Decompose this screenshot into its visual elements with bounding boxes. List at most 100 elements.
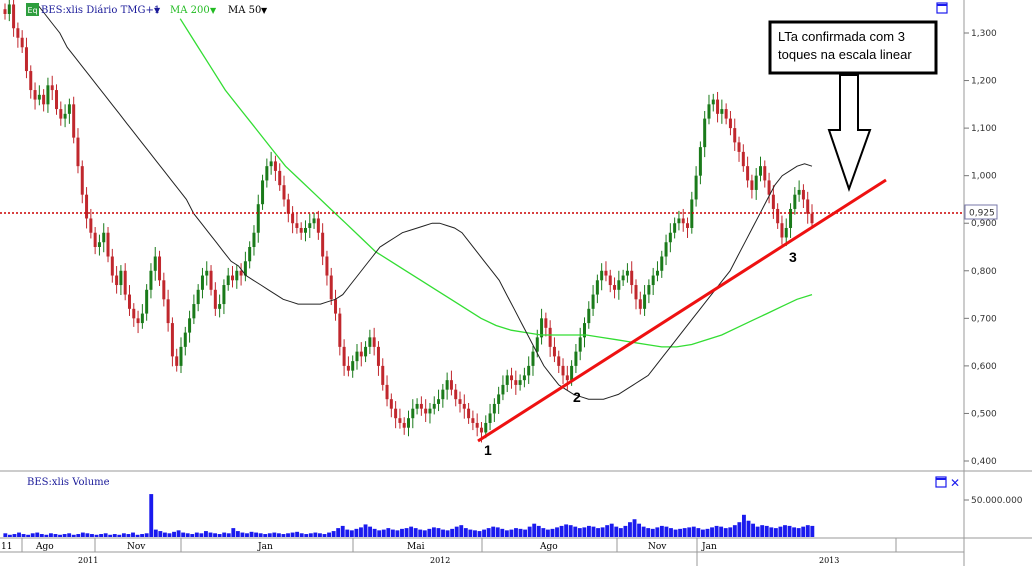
volume-bar <box>518 528 523 537</box>
volume-bar <box>377 530 382 537</box>
candle-body <box>123 270 127 295</box>
candle-body <box>235 270 239 281</box>
candle-body <box>535 337 539 352</box>
chevron-down-icon[interactable]: ▼ <box>154 6 161 15</box>
volume-bar <box>696 528 701 537</box>
symbol-legend[interactable]: BES:xlis Diário TMG+1 <box>41 5 160 16</box>
candle-body <box>694 175 698 200</box>
volume-bar <box>185 533 190 537</box>
volume-bar <box>523 529 528 537</box>
volume-bar <box>53 534 58 537</box>
candle-body <box>67 104 71 114</box>
candle-body <box>441 389 445 400</box>
volume-bar <box>158 531 163 537</box>
volume-bar <box>801 526 806 537</box>
volume-bar <box>764 525 769 537</box>
price-tick-label: 0,700 <box>971 314 997 324</box>
candle-body <box>454 389 458 400</box>
volume-bar <box>94 534 99 537</box>
volume-bar <box>413 528 418 537</box>
volume-bar <box>687 527 692 537</box>
candle-body <box>248 247 252 262</box>
chevron-down-icon[interactable]: ▼ <box>261 6 268 15</box>
candle-body <box>179 346 183 366</box>
volume-bar <box>322 534 327 537</box>
volume-legend: BES:xlis Volume <box>27 477 110 488</box>
candle-body <box>196 289 200 305</box>
close-icon[interactable]: ✕ <box>950 476 960 490</box>
candle-body <box>703 118 707 148</box>
candle-body <box>591 294 595 309</box>
volume-bar <box>792 527 797 537</box>
volume-bar <box>445 530 450 537</box>
candle-body <box>55 90 59 110</box>
candle-body <box>316 218 320 233</box>
volume-bar <box>245 533 249 537</box>
candle-body <box>647 285 651 295</box>
volume-bar <box>181 532 186 537</box>
candle-body <box>231 275 235 281</box>
callout-line-1: LTa confirmada com 3 <box>778 29 905 44</box>
volume-bar <box>317 533 322 537</box>
ma200-legend[interactable]: MA 200 <box>170 5 210 16</box>
volume-bar <box>778 526 783 537</box>
volume-bar <box>669 528 673 537</box>
candle-body <box>273 161 277 171</box>
year-label: 2013 <box>819 556 839 565</box>
candle-body <box>784 227 788 238</box>
candle-body <box>604 270 608 276</box>
candle-body <box>162 280 166 300</box>
candle-body <box>338 313 342 347</box>
volume-bar <box>62 534 67 537</box>
maximize-icon[interactable] <box>935 476 947 488</box>
candle-body <box>660 256 664 271</box>
candle-body <box>522 375 526 381</box>
volume-bar <box>454 526 459 537</box>
maximize-icon[interactable] <box>936 2 948 14</box>
volume-bar <box>144 533 149 537</box>
volume-bar <box>623 525 628 537</box>
candle-body <box>754 175 758 190</box>
candle-body <box>458 399 462 404</box>
candle-body <box>80 166 84 195</box>
volume-bar <box>386 528 391 537</box>
eq-icon[interactable] <box>26 3 39 16</box>
candle-body <box>295 223 299 228</box>
volume-bar <box>459 525 464 537</box>
ma200-line <box>179 18 813 348</box>
candle-body <box>415 403 419 409</box>
volume-bar <box>646 528 651 537</box>
volume-bar <box>450 528 455 537</box>
volume-bar <box>504 530 509 537</box>
candle-body <box>76 137 80 167</box>
candle-body <box>355 351 359 362</box>
month-label: Nov <box>648 542 667 552</box>
volume-bar <box>331 531 336 537</box>
chevron-down-icon[interactable]: ▼ <box>210 6 217 15</box>
candle-body <box>621 275 625 281</box>
candle-body <box>303 227 307 233</box>
candle-body <box>394 408 398 419</box>
price-tick-label: 1,000 <box>971 172 997 182</box>
candle-body <box>655 270 659 276</box>
volume-bar <box>354 528 359 537</box>
volume-bar <box>805 525 810 537</box>
candle-body <box>243 261 247 276</box>
ma50-legend[interactable]: MA 50 <box>228 5 261 16</box>
candle-body <box>561 365 565 376</box>
candle-body <box>132 308 136 319</box>
candle-body <box>634 285 638 300</box>
volume-bar <box>313 532 318 537</box>
candle-body <box>72 104 76 138</box>
candle-body <box>175 356 179 366</box>
candle-body <box>574 351 578 366</box>
candle-body <box>741 151 745 167</box>
candle-body <box>548 327 552 347</box>
volume-bar <box>637 523 642 537</box>
candle-body <box>437 399 441 404</box>
volume-bar <box>591 526 596 537</box>
candle-body <box>127 294 131 309</box>
candle-body <box>793 194 797 209</box>
volume-bar <box>372 528 377 537</box>
month-label: Mai <box>407 542 425 552</box>
